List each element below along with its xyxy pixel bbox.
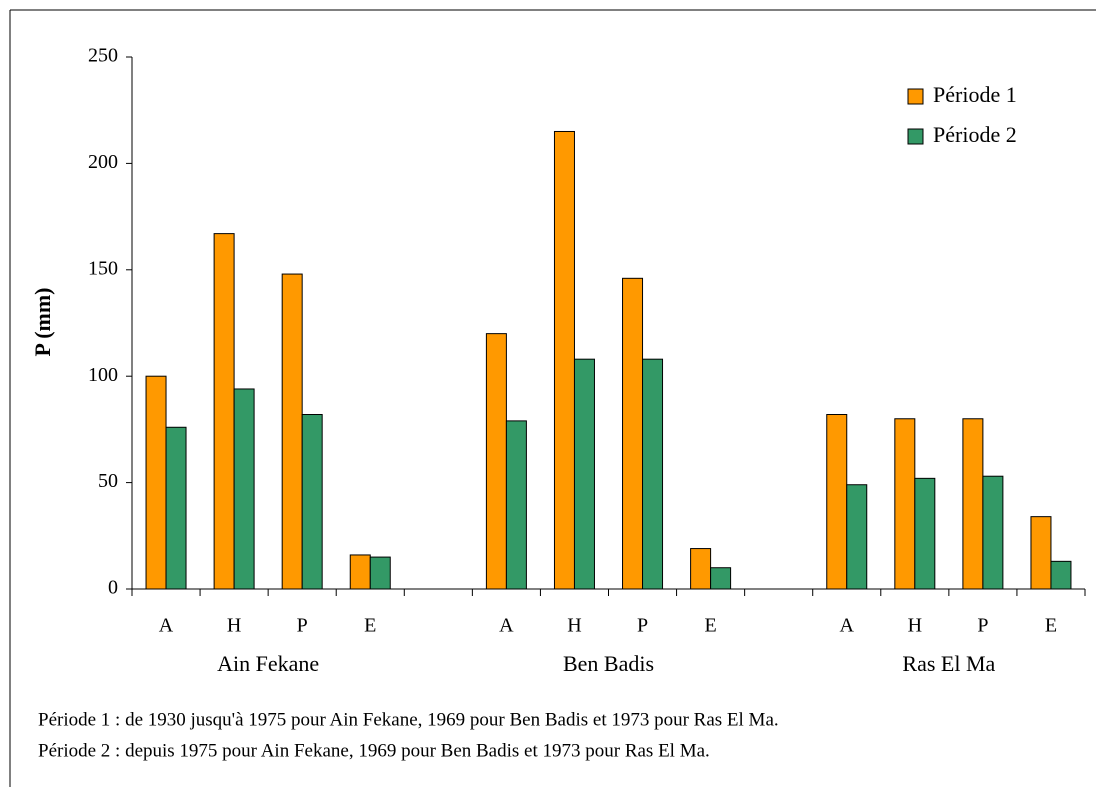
x-tick-label: A [840,615,855,637]
legend-swatch [907,88,924,105]
bar [349,554,371,590]
legend-label: Période 1 [933,82,1017,107]
x-tick-label: A [159,615,174,637]
x-tick-label: P [637,615,648,637]
bar [962,418,984,590]
bar [710,567,732,590]
note: Période 2 : depuis 1975 pour Ain Fekane,… [38,740,710,761]
note: Période 1 : de 1930 jusqu'à 1975 pour Ai… [38,709,779,730]
bar [145,375,167,590]
x-tick-label: P [297,615,308,637]
y-tick-label: 150 [88,257,118,279]
group-label: Ben Badis [563,651,654,676]
x-tick-label: E [704,615,716,637]
bar [505,420,527,590]
x-tick-label: H [908,615,922,637]
bar [165,426,187,590]
bar [914,477,936,590]
group-label: Ain Fekane [217,651,319,676]
bar [301,414,323,590]
x-tick-label: E [364,615,376,637]
group-label: Ras El Ma [902,651,995,676]
x-tick-label: A [499,615,514,637]
bar [213,233,235,590]
bar [894,418,916,590]
x-tick-label: P [977,615,988,637]
legend-swatch [907,128,924,145]
y-tick-label: 50 [98,470,118,492]
y-tick-label: 200 [88,151,118,173]
bar [369,556,391,590]
bar [553,130,575,590]
bar [826,414,848,590]
x-tick-label: H [567,615,581,637]
y-axis-label: P (mm) [30,287,55,356]
bar [281,273,303,590]
bar [233,388,255,590]
y-tick-label: 0 [108,577,118,599]
bar [982,475,1004,590]
legend-label: Période 2 [933,122,1017,147]
bar [1050,560,1072,590]
bar [690,548,712,590]
bar [573,358,595,590]
y-tick-label: 100 [88,364,118,386]
y-tick-label: 250 [88,45,118,67]
bar [846,484,868,590]
bar [1030,516,1052,590]
bar [485,333,507,590]
x-tick-label: H [227,615,241,637]
x-tick-label: E [1045,615,1057,637]
bar [622,277,644,590]
bar [642,358,664,590]
